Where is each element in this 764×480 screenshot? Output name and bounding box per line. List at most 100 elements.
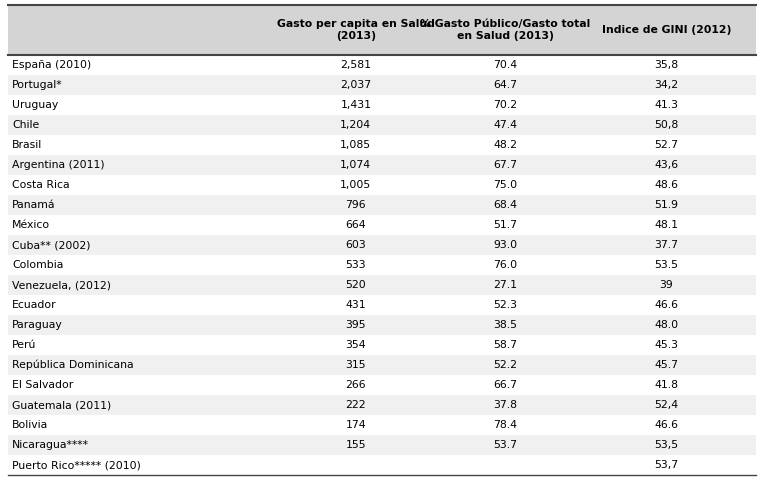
Text: Venezuela, (2012): Venezuela, (2012) (12, 280, 111, 290)
Text: 75.0: 75.0 (494, 180, 517, 190)
Text: 48.0: 48.0 (654, 320, 678, 330)
Bar (8, 155, 756, 175)
Text: 48.1: 48.1 (654, 220, 678, 230)
Text: República Dominicana: República Dominicana (12, 360, 134, 370)
Bar (8, 315, 756, 335)
Text: España (2010): España (2010) (12, 60, 91, 70)
Bar (8, 215, 756, 235)
Text: 37.7: 37.7 (654, 240, 678, 250)
Bar (8, 195, 756, 215)
Text: Perú: Perú (12, 340, 37, 350)
Text: 2,037: 2,037 (340, 80, 371, 90)
Text: 315: 315 (345, 360, 366, 370)
Text: Nicaragua****: Nicaragua**** (12, 440, 89, 450)
Text: 27.1: 27.1 (494, 280, 517, 290)
Text: 64.7: 64.7 (494, 80, 517, 90)
Bar (8, 455, 756, 475)
Text: 2,581: 2,581 (340, 60, 371, 70)
Text: 76.0: 76.0 (494, 260, 517, 270)
Bar (8, 415, 756, 435)
Text: 266: 266 (345, 380, 366, 390)
Text: Gasto per capita en Salud
(2013): Gasto per capita en Salud (2013) (277, 19, 435, 41)
Text: 52.3: 52.3 (494, 300, 517, 310)
Text: Bolivia: Bolivia (12, 420, 48, 430)
Text: 395: 395 (345, 320, 366, 330)
Bar (8, 75, 756, 95)
Text: Panamá: Panamá (12, 200, 56, 210)
Text: 39: 39 (659, 280, 673, 290)
Text: 58.7: 58.7 (494, 340, 517, 350)
Text: 53,7: 53,7 (654, 460, 678, 470)
Text: 174: 174 (345, 420, 366, 430)
Bar (8, 435, 756, 455)
Text: % Gasto Público/Gasto total
en Salud (2013): % Gasto Público/Gasto total en Salud (20… (420, 19, 591, 41)
Text: Uruguay: Uruguay (12, 100, 58, 110)
Text: 1,005: 1,005 (340, 180, 371, 190)
Text: 431: 431 (345, 300, 366, 310)
Text: 1,085: 1,085 (340, 140, 371, 150)
Text: 45.7: 45.7 (654, 360, 678, 370)
Text: 43,6: 43,6 (654, 160, 678, 170)
Text: 52.7: 52.7 (654, 140, 678, 150)
Text: Colombia: Colombia (12, 260, 63, 270)
Text: 68.4: 68.4 (494, 200, 517, 210)
Text: Puerto Rico***** (2010): Puerto Rico***** (2010) (12, 460, 141, 470)
Text: 93.0: 93.0 (494, 240, 517, 250)
Bar (8, 55, 756, 75)
Text: 52.2: 52.2 (494, 360, 517, 370)
Text: 53.5: 53.5 (654, 260, 678, 270)
Text: 46.6: 46.6 (654, 420, 678, 430)
Text: 222: 222 (345, 400, 366, 410)
Text: 46.6: 46.6 (654, 300, 678, 310)
Bar (8, 335, 756, 355)
Text: 520: 520 (345, 280, 366, 290)
Text: 45.3: 45.3 (654, 340, 678, 350)
Text: Argentina (2011): Argentina (2011) (12, 160, 105, 170)
Bar (8, 295, 756, 315)
Text: 41.8: 41.8 (654, 380, 678, 390)
Text: Chile: Chile (12, 120, 39, 130)
Text: 51.9: 51.9 (654, 200, 678, 210)
Text: 34,2: 34,2 (654, 80, 678, 90)
Text: 533: 533 (345, 260, 366, 270)
Text: 78.4: 78.4 (494, 420, 517, 430)
Bar (8, 255, 756, 275)
Text: 51.7: 51.7 (494, 220, 517, 230)
Bar (8, 275, 756, 295)
Text: 48.2: 48.2 (494, 140, 517, 150)
Bar (8, 235, 756, 255)
Text: Portugal*: Portugal* (12, 80, 63, 90)
Text: 52,4: 52,4 (654, 400, 678, 410)
Text: 53.7: 53.7 (494, 440, 517, 450)
Text: 155: 155 (345, 440, 366, 450)
Bar (8, 175, 756, 195)
Text: 603: 603 (345, 240, 366, 250)
Text: 664: 664 (345, 220, 366, 230)
Bar (8, 135, 756, 155)
Text: 48.6: 48.6 (654, 180, 678, 190)
Text: Paraguay: Paraguay (12, 320, 63, 330)
Bar (8, 115, 756, 135)
Bar (8, 375, 756, 395)
Text: 37.8: 37.8 (494, 400, 517, 410)
Text: 354: 354 (345, 340, 366, 350)
Text: Cuba** (2002): Cuba** (2002) (12, 240, 90, 250)
Text: 70.4: 70.4 (494, 60, 517, 70)
Text: Ecuador: Ecuador (12, 300, 57, 310)
Text: Brasil: Brasil (12, 140, 42, 150)
Text: 38.5: 38.5 (494, 320, 517, 330)
Text: Guatemala (2011): Guatemala (2011) (12, 400, 112, 410)
Text: 70.2: 70.2 (494, 100, 517, 110)
Text: 47.4: 47.4 (494, 120, 517, 130)
Text: 35,8: 35,8 (654, 60, 678, 70)
Text: 41.3: 41.3 (654, 100, 678, 110)
Text: 1,204: 1,204 (340, 120, 371, 130)
Bar (8, 95, 756, 115)
Text: 1,074: 1,074 (340, 160, 371, 170)
Text: Costa Rica: Costa Rica (12, 180, 70, 190)
Text: 67.7: 67.7 (494, 160, 517, 170)
Text: 796: 796 (345, 200, 366, 210)
Text: 53,5: 53,5 (654, 440, 678, 450)
Bar (8, 395, 756, 415)
Text: Indice de GINI (2012): Indice de GINI (2012) (601, 25, 731, 35)
